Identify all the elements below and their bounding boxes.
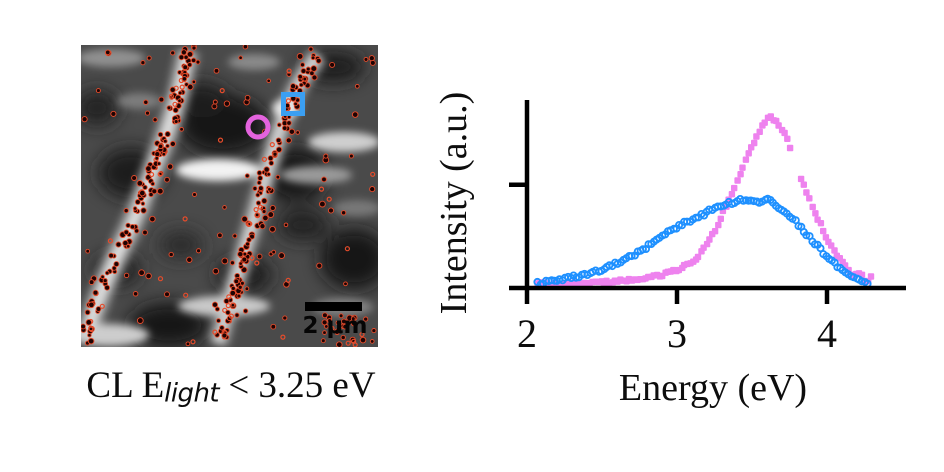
- defect-dots-layer: [81, 45, 377, 347]
- caption-subscript: light: [164, 378, 220, 409]
- caption-prefix: CL E: [86, 365, 165, 406]
- x-axis-label: Energy (eV): [619, 367, 807, 409]
- cl-caption: CL Elight < 3.25 eV: [58, 364, 404, 409]
- blue-square-marker: [281, 92, 305, 116]
- series-blue-circles: [533, 194, 872, 289]
- x-ticks: 2 3 4: [517, 286, 837, 356]
- scale-bar-label: 2 μm: [303, 313, 368, 339]
- svg-text:4: 4: [817, 311, 837, 356]
- svg-text:3: 3: [667, 311, 687, 356]
- scale-bar: [305, 302, 362, 311]
- series-magenta-squares: [534, 113, 875, 289]
- caption-suffix: < 3.25 eV: [219, 365, 376, 406]
- spectrum-plot: 2 3 4 Energy (eV) Intensity (a.u.): [433, 92, 906, 409]
- cl-map-image: 2 μm: [81, 45, 378, 347]
- svg-text:2: 2: [517, 311, 537, 356]
- cl-map-texture: 2 μm: [81, 45, 378, 347]
- y-axis-label: Intensity (a.u.): [433, 92, 475, 315]
- magenta-circle-marker: [245, 114, 271, 140]
